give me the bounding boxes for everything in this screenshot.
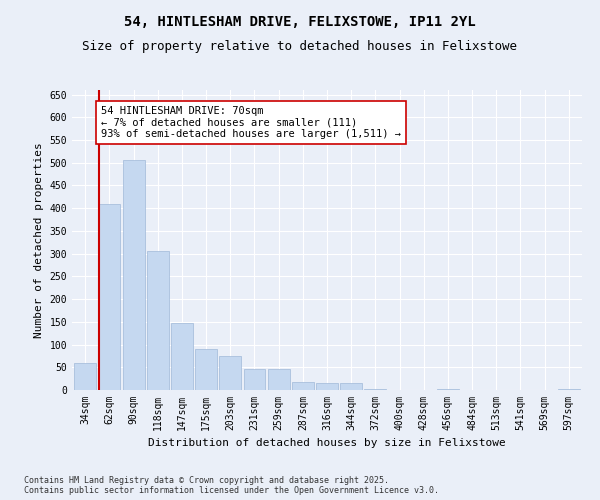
Bar <box>220 356 241 390</box>
Bar <box>340 383 362 390</box>
Text: Size of property relative to detached houses in Felixstowe: Size of property relative to detached ho… <box>83 40 517 53</box>
Bar <box>558 389 580 390</box>
Bar <box>123 160 145 390</box>
Text: 54, HINTLESHAM DRIVE, FELIXSTOWE, IP11 2YL: 54, HINTLESHAM DRIVE, FELIXSTOWE, IP11 2… <box>124 15 476 29</box>
Bar <box>195 349 217 390</box>
Bar <box>244 368 265 390</box>
X-axis label: Distribution of detached houses by size in Felixstowe: Distribution of detached houses by size … <box>148 438 506 448</box>
Bar <box>364 388 386 390</box>
Bar <box>316 383 338 390</box>
Bar <box>292 382 314 390</box>
Text: Contains HM Land Registry data © Crown copyright and database right 2025.
Contai: Contains HM Land Registry data © Crown c… <box>24 476 439 495</box>
Bar <box>74 362 96 390</box>
Bar <box>147 252 169 390</box>
Y-axis label: Number of detached properties: Number of detached properties <box>34 142 44 338</box>
Bar <box>268 368 290 390</box>
Bar <box>437 389 459 390</box>
Text: 54 HINTLESHAM DRIVE: 70sqm
← 7% of detached houses are smaller (111)
93% of semi: 54 HINTLESHAM DRIVE: 70sqm ← 7% of detac… <box>101 106 401 139</box>
Bar <box>171 323 193 390</box>
Bar <box>98 204 121 390</box>
